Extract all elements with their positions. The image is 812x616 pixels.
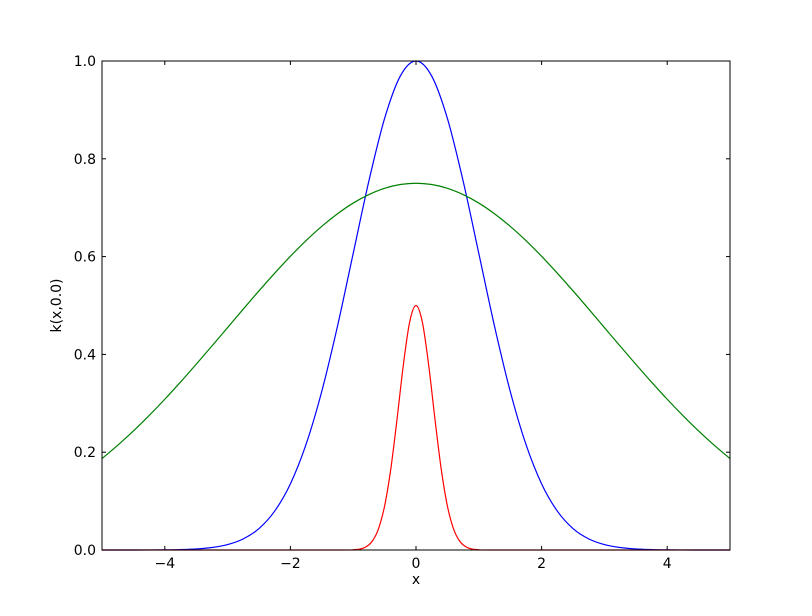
series-line-1 (101, 182, 731, 460)
x-tick-label: 4 (663, 556, 672, 572)
series-line-2 (101, 304, 731, 551)
y-tick-label: 0.6 (74, 250, 96, 266)
y-tick-label: 0.2 (74, 445, 96, 461)
tick-layer: −4 −2 0 2 4 0.0 0.2 0.4 0.6 0.8 1.0 (74, 54, 730, 572)
x-axis-label: x (412, 572, 420, 588)
x-tick-label: −4 (154, 556, 175, 572)
y-tick-label: 0.0 (74, 543, 96, 559)
x-tick-label: 0 (412, 556, 421, 572)
y-tick-label: 0.8 (74, 152, 96, 168)
y-axis-label: k(x,0.0) (49, 278, 65, 332)
x-tick-label: 2 (537, 556, 546, 572)
y-tick-label: 0.4 (74, 347, 96, 363)
y-tick-label: 1.0 (74, 54, 96, 70)
x-tick-label: −2 (280, 556, 301, 572)
